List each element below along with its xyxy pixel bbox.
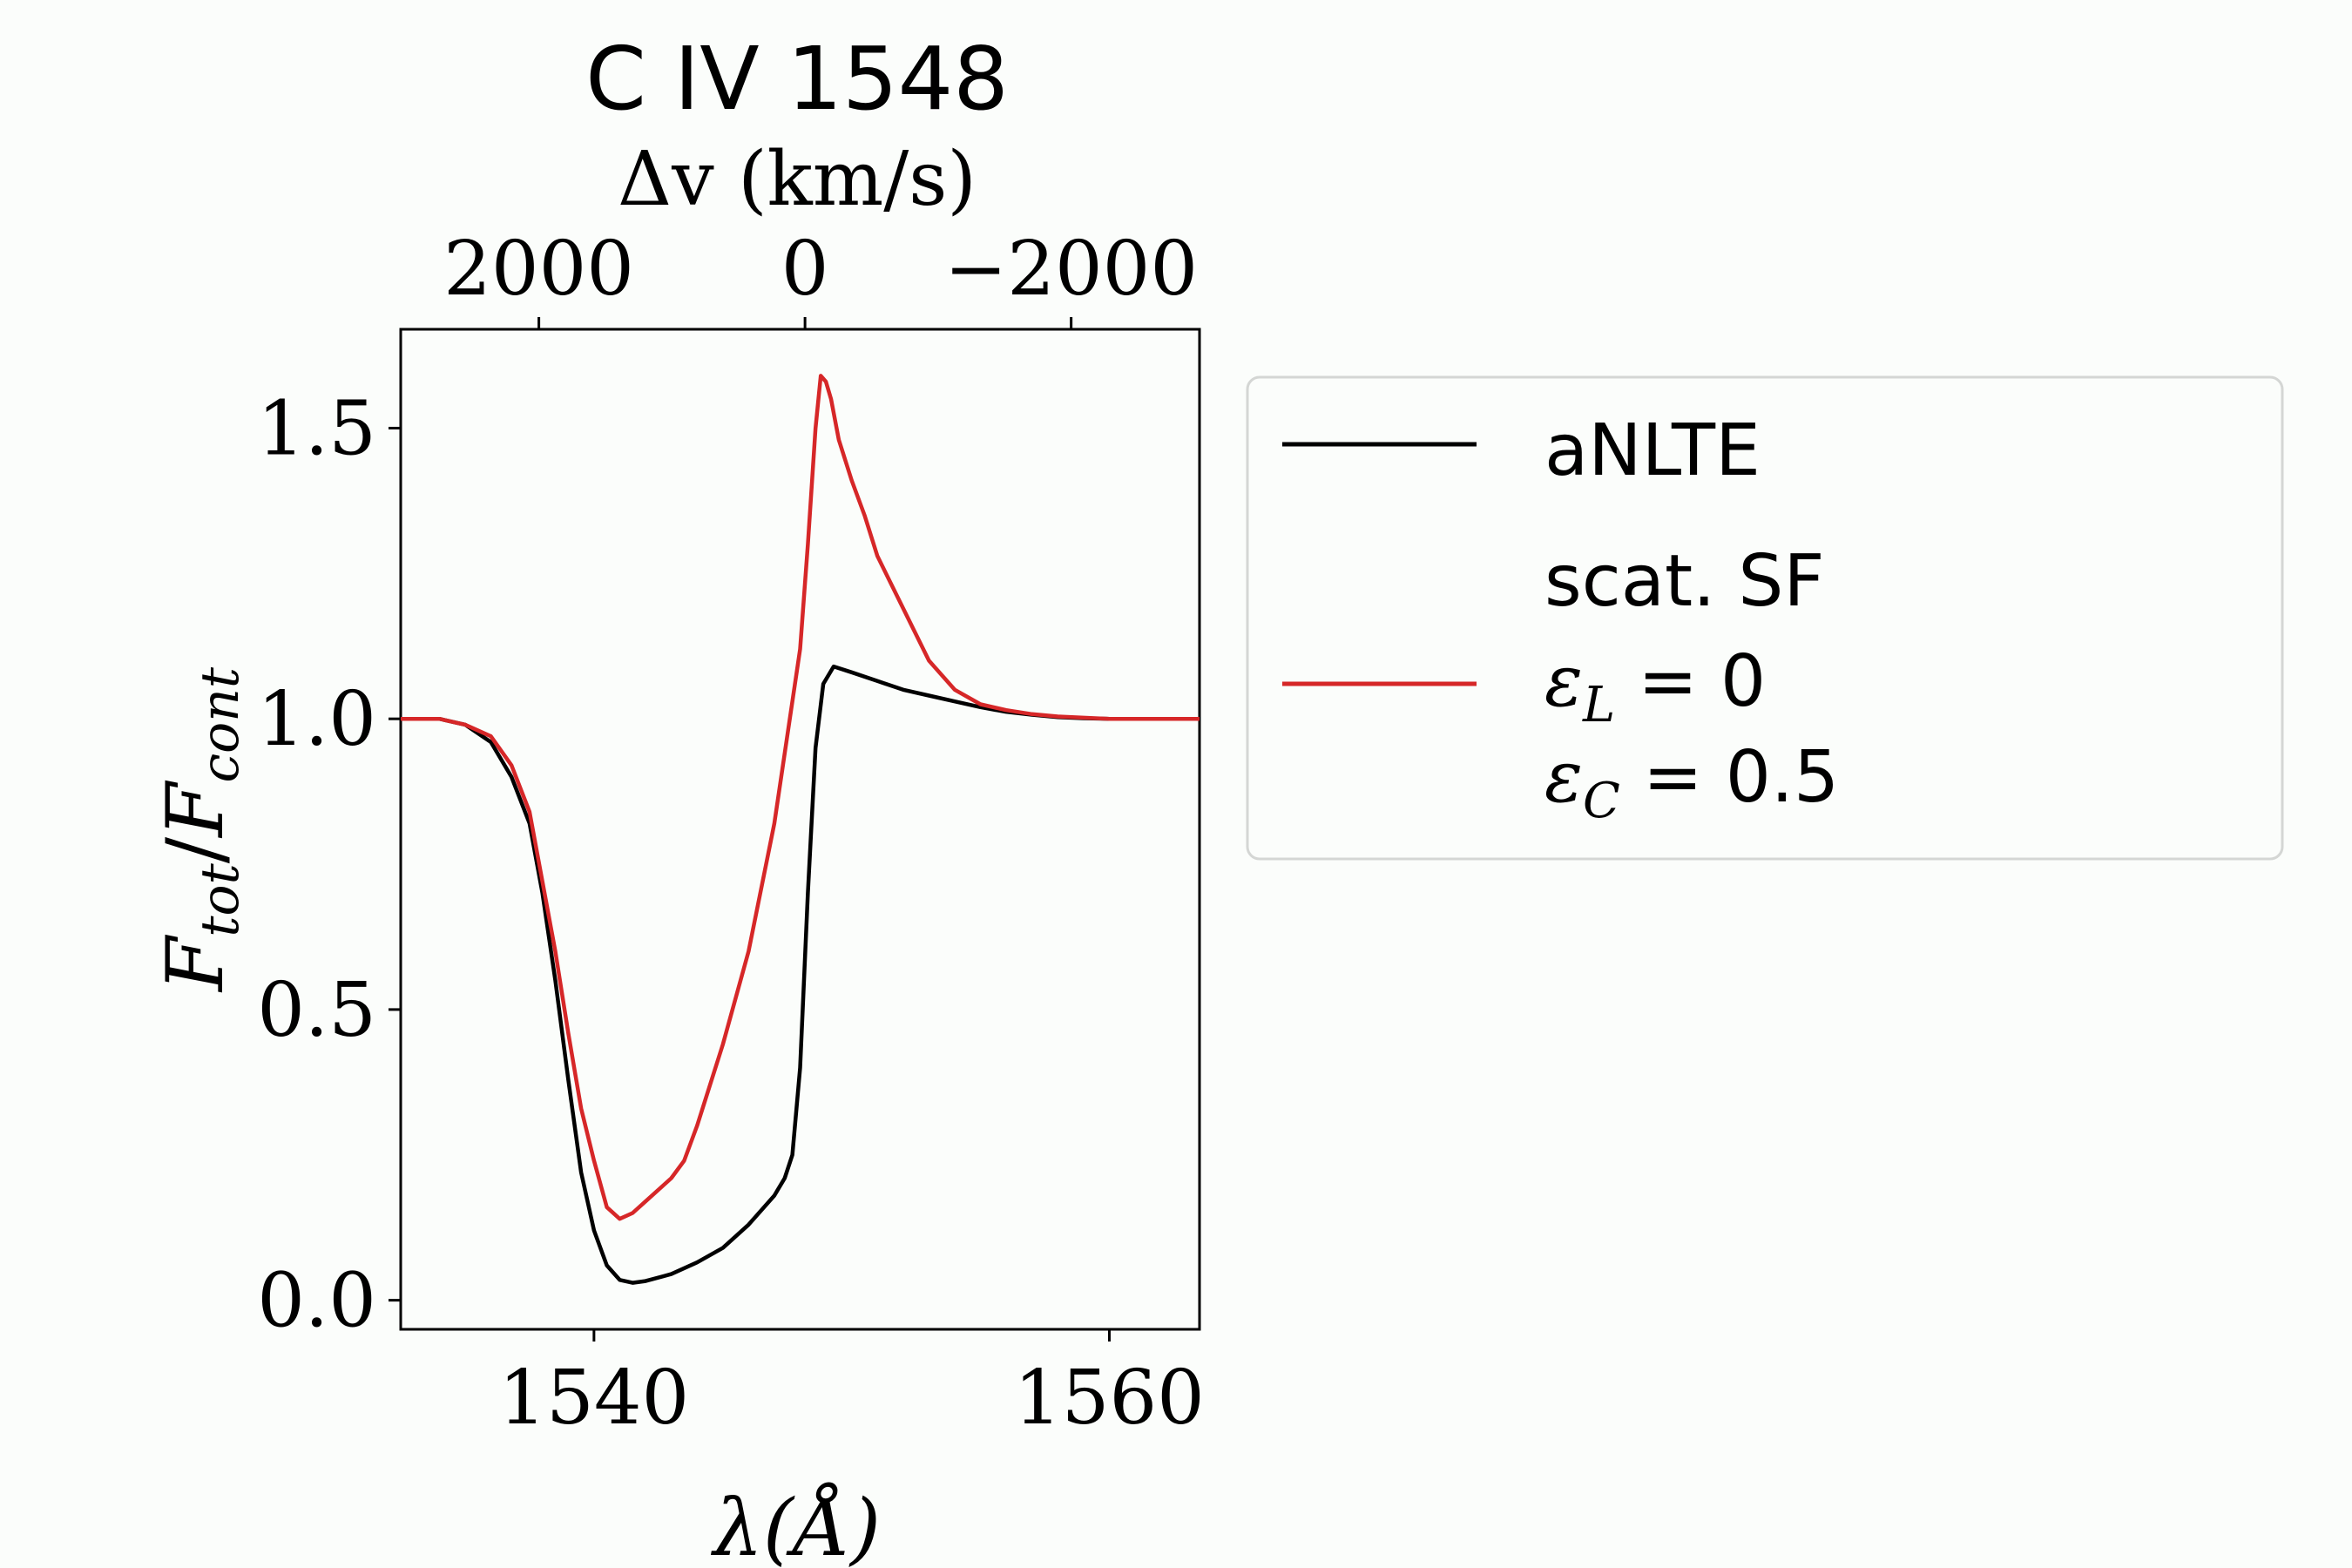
y-label-den: F xyxy=(150,780,241,839)
x-axis-label: λ(Å) xyxy=(711,1482,881,1568)
series-line-anlte xyxy=(401,664,1200,1285)
series-group xyxy=(401,374,1200,1285)
epsilon-l-sub: L xyxy=(1582,677,1615,733)
legend-label-anlte: aNLTE xyxy=(1544,409,1761,492)
legend-box xyxy=(1246,375,2284,861)
plot-frame xyxy=(399,328,1201,1331)
x-tick-label: 1540 xyxy=(498,1355,689,1442)
epsilon-c-value: = 0.5 xyxy=(1620,736,1839,819)
epsilon-l-value: = 0 xyxy=(1615,640,1766,723)
y-label-num-sub: tot xyxy=(190,862,251,936)
epsilon-c-sub: C xyxy=(1583,773,1620,829)
legend-label-scat-line1: scat. SF xyxy=(1544,540,1825,623)
tick-group: 1540 1560 0.0 0.5 1.0 1.5 2000 0 −2000 xyxy=(257,226,1205,1442)
y-label-slash: / xyxy=(150,836,241,863)
x-tick-label: 1560 xyxy=(1014,1355,1205,1442)
top-tick-label: 0 xyxy=(781,226,829,313)
top-axis-label: Δv (km/s) xyxy=(618,136,977,223)
chart-title: C IV 1548 xyxy=(585,28,1009,130)
y-tick-label: 0.0 xyxy=(257,1258,376,1345)
epsilon-c: ε xyxy=(1544,736,1583,819)
legend: aNLTE scat. SF εL = 0 εC = 0.5 xyxy=(1246,375,2284,861)
y-tick-label: 1.0 xyxy=(257,676,376,763)
legend-label-scat-line2: εL = 0 xyxy=(1544,640,1766,733)
y-tick-label: 1.5 xyxy=(257,385,376,472)
y-label-den-sub: cont xyxy=(190,666,251,782)
y-label-num: F xyxy=(150,934,241,993)
top-tick-label: −2000 xyxy=(944,226,1198,313)
y-axis-label: Ftot/Fcont xyxy=(150,666,251,993)
epsilon-l: ε xyxy=(1544,640,1583,723)
series-line-scat-sf xyxy=(401,374,1200,1221)
legend-label-scat-line3: εC = 0.5 xyxy=(1544,736,1839,829)
top-tick-label: 2000 xyxy=(443,226,634,313)
svg-text:Ftot/Fcont: Ftot/Fcont xyxy=(150,666,251,993)
y-tick-label: 0.5 xyxy=(257,967,376,1054)
